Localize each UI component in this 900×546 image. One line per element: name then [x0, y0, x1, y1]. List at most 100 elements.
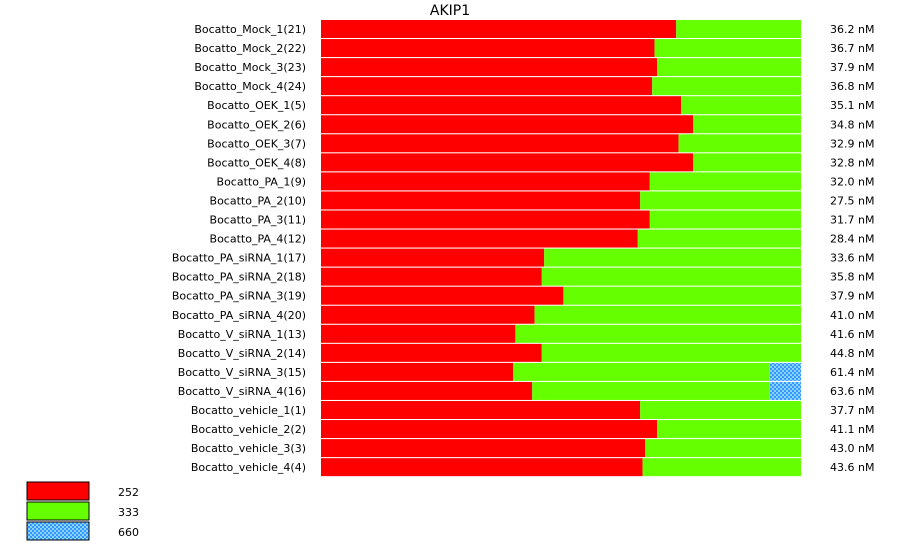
bar-segment-252 [321, 77, 653, 96]
bar-segment-660 [769, 381, 801, 400]
category-label: Bocatto_V_siRNA_1(13) [178, 328, 306, 341]
legend: 252 333 660 [26, 481, 139, 541]
bar-segment-252 [321, 39, 655, 58]
bar-segment-252 [321, 115, 693, 134]
category-label: Bocatto_V_siRNA_3(15) [178, 366, 306, 379]
bar-segment-252 [321, 172, 650, 191]
bar-segment-252 [321, 401, 641, 419]
total-label: 41.6 nM [830, 328, 874, 341]
total-label: 44.8 nM [830, 347, 874, 360]
category-label: Bocatto_OEK_4(8) [207, 156, 306, 169]
bar-segment-252 [321, 134, 679, 153]
total-label: 35.1 nM [830, 99, 874, 112]
category-label: Bocatto_PA_siRNA_1(17) [172, 252, 306, 265]
total-label: 33.6 nM [830, 252, 874, 265]
bar-segment-252 [321, 286, 564, 305]
total-label: 36.2 nM [830, 23, 874, 36]
category-label: Bocatto_PA_siRNA_4(20) [172, 309, 306, 322]
bar-segment-333 [640, 401, 801, 419]
bar-segment-333 [654, 39, 801, 58]
chart-title: AKIP1 [430, 3, 470, 19]
legend-swatch-660 [26, 521, 90, 541]
category-label: Bocatto_PA_3(11) [210, 214, 306, 227]
bar-segment-333 [534, 305, 801, 324]
category-label: Bocatto_Mock_1(21) [194, 23, 306, 36]
bar-segment-333 [515, 324, 801, 343]
bar-segment-333 [657, 420, 801, 439]
bar-segment-333 [678, 134, 801, 153]
category-label: Bocatto_PA_siRNA_2(18) [172, 271, 306, 284]
total-label: 35.8 nM [830, 271, 874, 284]
category-label: Bocatto_Mock_2(22) [194, 42, 306, 55]
bar-segment-333 [652, 77, 801, 96]
total-label: 32.0 nM [830, 175, 874, 188]
bar-segment-252 [321, 305, 535, 324]
total-label: 32.8 nM [830, 156, 874, 169]
total-label: 28.4 nM [830, 233, 874, 246]
category-label: Bocatto_vehicle_3(3) [191, 442, 306, 455]
category-label: Bocatto_PA_4(12) [210, 233, 306, 246]
total-label: 36.8 nM [830, 80, 874, 93]
total-label: 61.4 nM [830, 366, 874, 379]
bar-segment-333 [513, 362, 770, 381]
total-label: 31.7 nM [830, 214, 874, 227]
bar-segment-333 [541, 343, 801, 362]
legend-swatch-252 [26, 481, 90, 501]
bar-rows: Bocatto_Mock_1(21) 36.2 nM Bocatto_Mock_2(… [172, 20, 874, 477]
bar-segment-333 [645, 439, 801, 458]
legend-label: 252 [118, 486, 139, 499]
bar-segment-333 [649, 210, 801, 229]
bar-segment-252 [321, 210, 650, 229]
category-label: Bocatto_Mock_3(23) [194, 61, 306, 74]
bar-segment-252 [321, 267, 542, 286]
bar-segment-252 [321, 20, 677, 38]
bar-segment-333 [532, 381, 770, 400]
bar-segment-333 [693, 153, 801, 172]
bar-segment-252 [321, 324, 516, 343]
total-label: 37.9 nM [830, 61, 874, 74]
bar-segment-252 [321, 229, 638, 248]
total-label: 43.0 nM [830, 442, 874, 455]
category-label: Bocatto_PA_2(10) [210, 194, 306, 207]
total-label: 37.7 nM [830, 404, 874, 417]
bar-segment-660 [769, 362, 801, 381]
bar-segment-333 [563, 286, 801, 305]
category-label: Bocatto_V_siRNA_2(14) [178, 347, 306, 360]
category-label: Bocatto_OEK_3(7) [207, 137, 306, 150]
bar-segment-333 [541, 267, 801, 286]
legend-label: 333 [118, 506, 139, 519]
bar-segment-252 [321, 439, 645, 458]
category-label: Bocatto_vehicle_4(4) [191, 461, 306, 474]
bar-segment-333 [640, 191, 801, 210]
bar-segment-252 [321, 58, 657, 77]
bar-segment-333 [693, 115, 801, 134]
bar-segment-333 [649, 172, 801, 191]
bar-segment-333 [657, 58, 801, 77]
total-label: 63.6 nM [830, 385, 874, 398]
category-label: Bocatto_PA_1(9) [217, 175, 306, 188]
bar-segment-252 [321, 343, 542, 362]
category-label: Bocatto_V_siRNA_4(16) [178, 385, 306, 398]
bar-segment-333 [681, 96, 801, 115]
bar-segment-333 [676, 20, 801, 38]
total-label: 41.1 nM [830, 423, 874, 436]
category-label: Bocatto_PA_siRNA_3(19) [172, 290, 306, 303]
bar-segment-333 [642, 458, 801, 477]
total-label: 37.9 nM [830, 290, 874, 303]
total-label: 34.8 nM [830, 118, 874, 131]
total-label: 41.0 nM [830, 309, 874, 322]
category-label: Bocatto_vehicle_2(2) [191, 423, 306, 436]
total-label: 32.9 nM [830, 137, 874, 150]
category-label: Bocatto_OEK_2(6) [207, 118, 306, 131]
legend-label: 660 [118, 526, 139, 539]
category-label: Bocatto_Mock_4(24) [194, 80, 306, 93]
legend-swatch-333 [26, 501, 90, 521]
bar-segment-252 [321, 362, 513, 381]
bar-segment-333 [544, 248, 801, 267]
bar-segment-252 [321, 191, 641, 210]
total-label: 36.7 nM [830, 42, 874, 55]
category-label: Bocatto_OEK_1(5) [207, 99, 306, 112]
total-label: 27.5 nM [830, 194, 874, 207]
bar-segment-252 [321, 420, 657, 439]
